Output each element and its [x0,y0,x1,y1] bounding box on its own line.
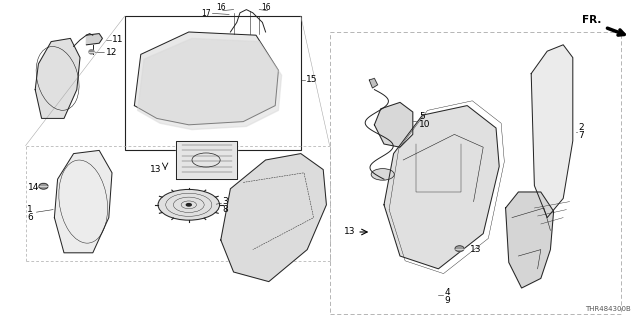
Text: 4: 4 [444,288,450,297]
Polygon shape [506,192,554,288]
Text: 8: 8 [223,205,228,214]
Bar [330,32,621,314]
Polygon shape [54,150,112,253]
Text: 12: 12 [106,48,117,57]
Ellipse shape [455,246,464,252]
Polygon shape [221,154,326,282]
Circle shape [158,189,220,220]
Text: 11: 11 [112,36,124,44]
Polygon shape [134,32,278,125]
Polygon shape [138,38,282,130]
Circle shape [186,204,191,206]
Text: 13: 13 [344,228,356,236]
Polygon shape [176,141,237,179]
Polygon shape [384,106,499,269]
Text: 6: 6 [27,213,33,222]
Text: 14: 14 [28,183,40,192]
Text: 10: 10 [419,120,431,129]
Bar [125,16,301,150]
Text: FR.: FR. [582,15,602,25]
Polygon shape [374,102,413,147]
Ellipse shape [89,50,94,54]
Text: 2: 2 [578,124,584,132]
Text: THR484300B: THR484300B [585,306,630,312]
Text: 16: 16 [260,4,271,12]
Text: 17: 17 [202,9,211,18]
Polygon shape [86,34,102,45]
Text: 16: 16 [216,4,226,12]
Text: 7: 7 [578,132,584,140]
Circle shape [371,169,394,180]
Text: 13: 13 [150,165,161,174]
Polygon shape [35,38,80,118]
Text: 1: 1 [27,205,33,214]
Text: 9: 9 [444,296,450,305]
Polygon shape [531,45,573,218]
Text: 5: 5 [419,112,425,121]
Text: 15: 15 [306,76,317,84]
Ellipse shape [39,183,48,189]
Polygon shape [369,78,378,88]
Text: 13: 13 [470,245,482,254]
Text: 3: 3 [223,197,228,206]
